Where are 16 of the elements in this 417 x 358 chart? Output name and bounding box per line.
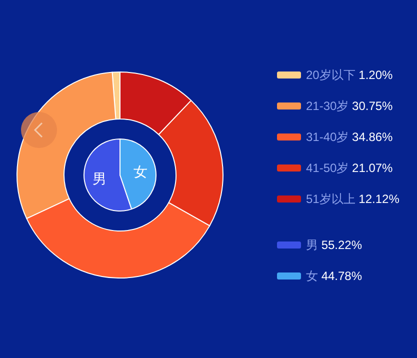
legend-label: 男 [306,238,318,252]
legend-label: 女 [306,269,318,283]
legend-label: 31-40岁 [306,130,349,144]
data-label: 21.07% [352,161,394,175]
data-label: 34.86% [352,130,394,144]
data-label: 55.22% [321,238,362,252]
data-label: 1.20% [358,68,394,82]
legend-label: 20岁以下 [306,68,356,82]
slice-label: 女 [134,164,148,180]
legend-label: 21-30岁 [306,99,349,113]
data-label: 12.12% [358,192,400,206]
slice-label: 男 [92,170,106,186]
legend-label: 41-50岁 [306,161,349,175]
data-label: 30.75% [352,99,394,113]
legend-label: 51岁以上 [306,192,356,206]
data-label: 44.78% [321,269,362,283]
